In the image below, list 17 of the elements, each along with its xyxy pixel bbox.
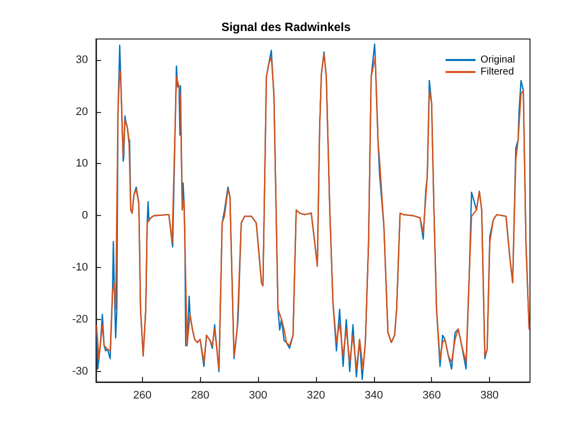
legend-label: Original [480,54,516,66]
y-tick-label: 20 [76,106,88,118]
x-tick-label: 300 [248,390,268,402]
legend-label: Filtered [480,66,514,78]
y-tick-label: -30 [72,366,88,378]
x-tick-label: 260 [133,390,152,402]
x-tick-label: 340 [364,390,383,402]
x-tick-label: 320 [306,390,326,402]
y-tick-label: 30 [76,54,88,66]
x-tick-label: 280 [190,390,210,402]
y-tick-label: 0 [82,210,88,222]
y-tick-label: -20 [72,314,88,326]
x-tick-label: 380 [480,390,499,402]
x-tick-label: 360 [422,390,441,402]
y-tick-label: -10 [72,262,88,274]
chart-title: Signal des Radwinkels [221,20,352,34]
y-tick-label: 10 [76,158,88,170]
